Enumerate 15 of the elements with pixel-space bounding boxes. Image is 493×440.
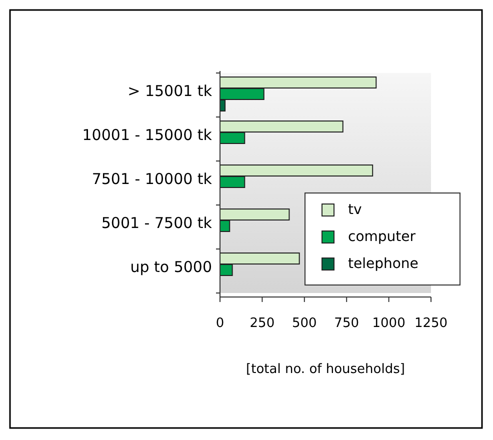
y-tick-label: 7501 - 10000 tk (92, 170, 212, 188)
y-tick-label: > 15001 tk (128, 82, 212, 100)
x-tick-label: 250 (250, 316, 275, 331)
x-tick-label: 500 (292, 316, 317, 331)
x-tick-label: 0 (216, 316, 224, 331)
legend-label: computer (348, 228, 416, 245)
y-tick-label: up to 5000 (130, 258, 212, 276)
x-tick-label: 750 (334, 316, 360, 331)
legend-label: tv (348, 202, 362, 218)
y-tick-label: 10001 - 15000 tk (82, 126, 212, 144)
x-axis-title: [total no. of households] (246, 362, 405, 377)
legend-label: telephone (348, 256, 418, 272)
y-tick-label: 5001 - 7500 tk (101, 214, 212, 232)
x-tick-label: 1000 (372, 316, 406, 331)
x-tick-label: 1250 (414, 316, 448, 331)
